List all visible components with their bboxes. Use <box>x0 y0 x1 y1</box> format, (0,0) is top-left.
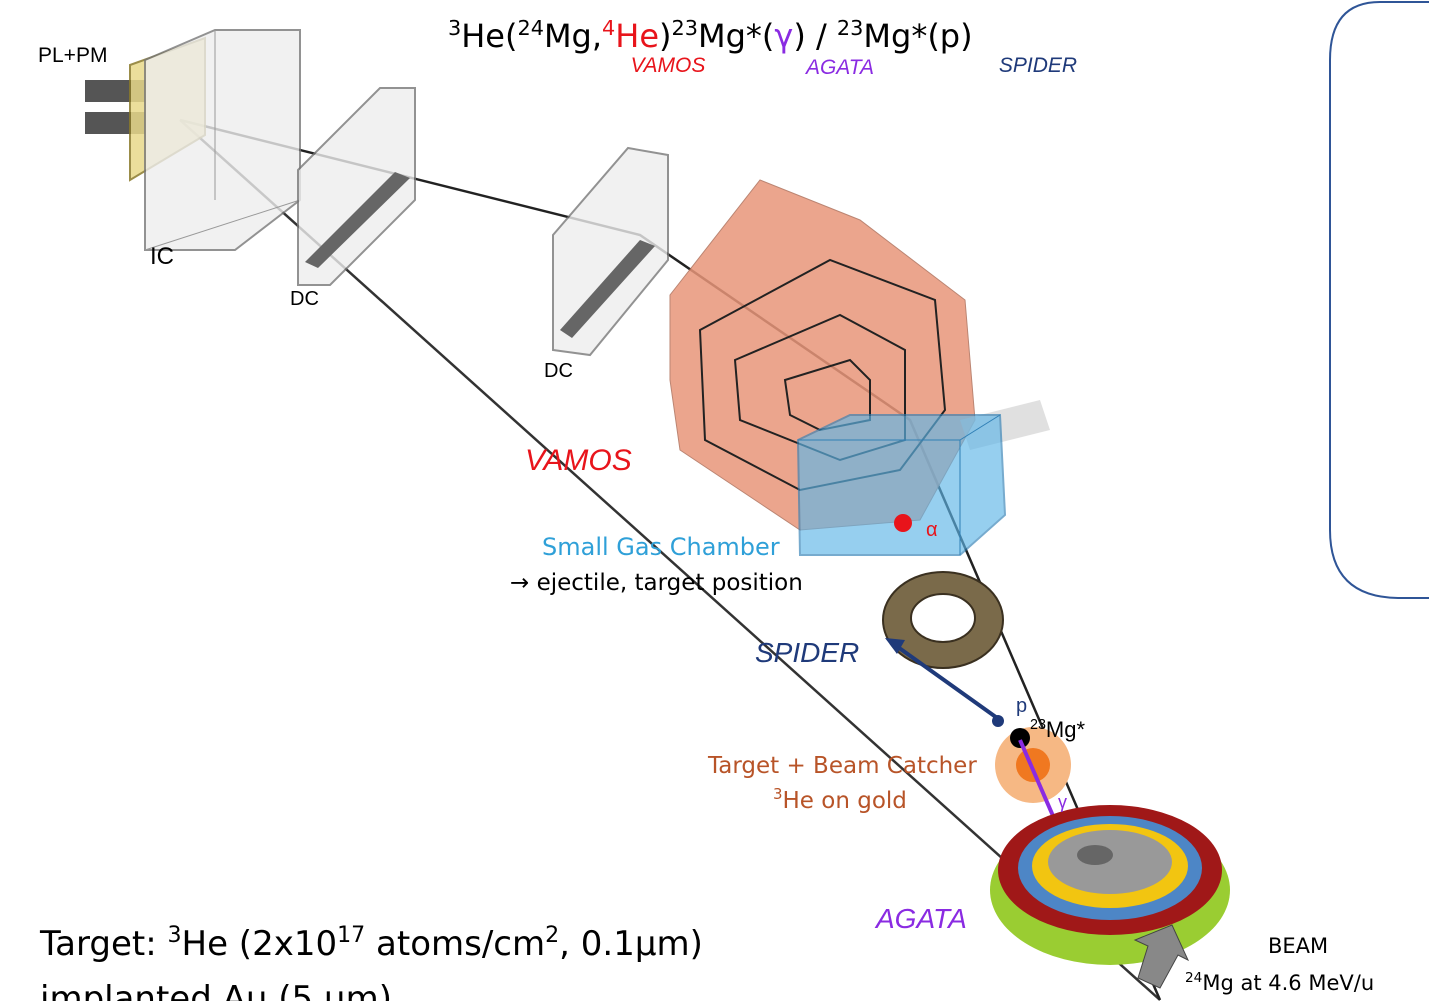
title-part: 4 <box>602 16 615 40</box>
title-part: γ <box>774 17 793 55</box>
title-part: Mg, <box>544 17 602 55</box>
label: DC <box>544 360 573 382</box>
title-part: 23 <box>672 16 698 40</box>
label-part: 3 <box>773 785 783 803</box>
page: { "title": {"parts": ["3", "He(", "24", … <box>0 0 1429 1001</box>
target-text: Target: 3He (2x1017 atoms/cm2, 0.1µm) <box>39 922 703 964</box>
label: 3He on gold <box>773 785 907 814</box>
agata-core <box>1048 830 1172 894</box>
label: DC <box>290 288 319 310</box>
label: p <box>1016 695 1027 717</box>
side-panel <box>1330 2 1429 598</box>
label: IC <box>150 243 174 270</box>
label-part: 24 <box>1185 970 1202 986</box>
target-part: He (2x10 <box>182 924 338 964</box>
title: 3He(24Mg,4He)23Mg*(γ) / 23Mg*(p) <box>448 16 973 55</box>
title-part: Mg*( <box>698 17 774 55</box>
label: BEAM <box>1268 934 1328 958</box>
label: → ejectile, target position <box>510 570 803 596</box>
title-part: ) / <box>793 17 837 55</box>
target-part: Target: <box>39 924 167 964</box>
title-part: 23 <box>837 16 863 40</box>
title-part: Mg*(p) <box>863 17 972 55</box>
proton-point <box>992 715 1004 727</box>
label: AGATA <box>874 903 967 934</box>
tag: VAMOS <box>631 54 706 77</box>
agata-center <box>1077 845 1113 865</box>
title-part: 24 <box>517 16 543 40</box>
label: Target + Beam Catcher <box>707 753 977 779</box>
target-part: atoms/cm <box>365 924 545 964</box>
gas-chamber <box>798 415 1005 555</box>
title-part: He <box>615 17 659 55</box>
title-part: He( <box>461 17 517 55</box>
label: VAMOS <box>525 444 632 477</box>
label-part: Mg at 4.6 MeV/u <box>1202 971 1374 995</box>
title-part: ) <box>659 17 671 55</box>
target-part: , 0.1µm) <box>559 924 703 964</box>
tag: AGATA <box>804 56 874 79</box>
ic-box <box>145 30 300 250</box>
label-part: He on gold <box>783 788 907 814</box>
title-part: 3 <box>448 16 461 40</box>
label: γ <box>1058 792 1067 812</box>
diagram: 3He(24Mg,4He)23Mg*(γ) / 23Mg*(p) VAMOS A… <box>0 0 1429 1001</box>
target-part: 2 <box>545 922 559 948</box>
spider-hole <box>911 594 975 642</box>
tag: SPIDER <box>999 54 1077 77</box>
target-text: implanted Au (5 µm) <box>40 979 392 1001</box>
label: α <box>926 519 938 541</box>
label: PL+PM <box>38 44 107 67</box>
alpha-point <box>894 514 912 532</box>
target-part: 17 <box>337 922 365 948</box>
target-part: 3 <box>167 922 181 948</box>
label: Small Gas Chamber <box>542 533 780 561</box>
label: SPIDER <box>755 637 859 668</box>
label: 24Mg at 4.6 MeV/u <box>1185 970 1374 995</box>
label-part: Mg* <box>1046 717 1086 742</box>
label-part: 23 <box>1030 717 1046 733</box>
